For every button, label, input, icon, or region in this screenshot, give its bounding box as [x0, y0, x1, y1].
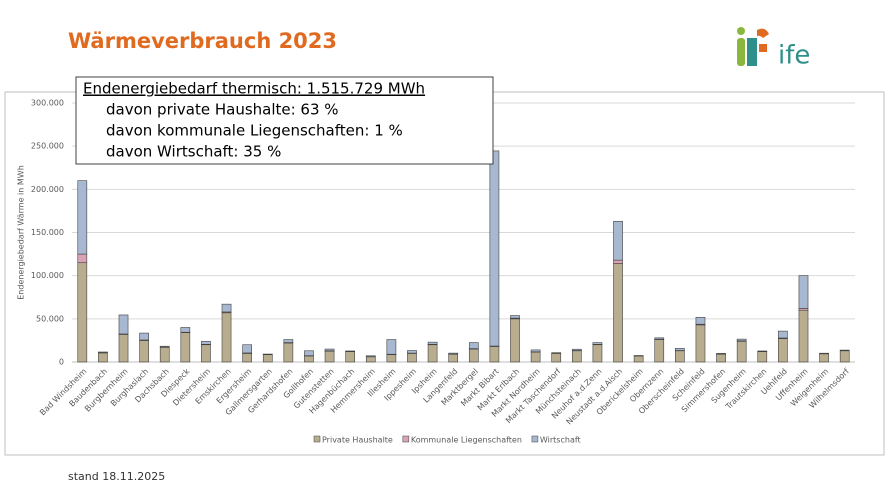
bar-segment — [221, 312, 232, 363]
legend-label: Kommunale Liegenschaften — [411, 436, 522, 445]
bar-segment — [365, 356, 376, 363]
slide-title: Wärmeverbrauch 2023 — [68, 29, 337, 53]
legend-label: Wirtschaft — [540, 436, 581, 445]
annotation: davon Wirtschaft: 35 % — [106, 143, 281, 161]
bar-segment — [798, 309, 809, 363]
bar-segment — [324, 350, 335, 363]
logo-text: ife — [778, 41, 810, 71]
bar-segment — [139, 332, 149, 341]
bar-segment — [77, 180, 88, 255]
bar-segment — [571, 350, 582, 363]
bar-segment — [180, 327, 191, 333]
legend-label: Private Haushalte — [322, 436, 393, 445]
bar-segment — [716, 353, 726, 363]
bar-segment — [304, 355, 314, 363]
bar-segment — [221, 303, 232, 313]
bar-segment — [613, 259, 623, 264]
annotation: davon kommunale Liegenschaften: 1 % — [106, 122, 403, 140]
bar-segment — [654, 337, 665, 340]
y-axis-title: Endenergiebedarf Wärme in MWh — [17, 165, 26, 300]
bar-segment — [77, 253, 88, 264]
bar-segment — [242, 344, 252, 354]
y-tick-label: 50.000 — [36, 314, 64, 323]
bar-segment — [468, 348, 479, 363]
bar-segment — [571, 348, 582, 351]
bar-segment — [489, 346, 500, 363]
bar-segment — [201, 340, 211, 345]
bar-segment — [716, 353, 726, 355]
bar-segment — [819, 353, 829, 363]
bar-segment — [675, 350, 685, 363]
bar-segment — [510, 315, 520, 319]
bar-segment — [798, 275, 809, 309]
bar-segment — [283, 342, 294, 363]
bar-segment — [159, 347, 170, 363]
y-tick-label: 250.000 — [31, 142, 64, 151]
bar-segment — [592, 342, 603, 345]
annotation: Endenergiebedarf thermisch: 1.515.729 MW… — [83, 80, 425, 98]
bar-segment — [180, 332, 191, 363]
bar-segment — [633, 355, 644, 363]
bar-segment — [695, 316, 706, 325]
y-tick-label: 0 — [59, 358, 64, 367]
bar-segment — [448, 353, 459, 363]
bar-segment — [654, 339, 665, 363]
bar-segment — [407, 353, 417, 363]
bar-segment — [77, 262, 88, 363]
bar-segment — [304, 350, 314, 356]
bar-segment — [695, 324, 706, 363]
legend-swatch — [313, 435, 321, 443]
bar-segment — [324, 348, 335, 352]
bar-segment — [448, 352, 459, 355]
annotation: davon private Haushalte: 63 % — [106, 101, 339, 119]
legend-swatch — [531, 435, 539, 443]
bar-segment — [592, 344, 603, 363]
bar-segment — [98, 352, 108, 363]
bar-segment — [345, 351, 356, 363]
bar-segment — [736, 340, 747, 363]
bar-segment — [201, 344, 211, 363]
bar-segment — [386, 339, 397, 355]
logo-mark — [737, 27, 769, 66]
bar-segment — [489, 150, 500, 347]
y-tick-label: 300.000 — [31, 99, 64, 108]
bar-segment — [510, 318, 520, 363]
bar-segment — [242, 353, 252, 363]
bar-segment — [159, 345, 170, 348]
bar-segment — [262, 354, 273, 363]
info-box — [75, 76, 494, 165]
bar-segment — [613, 263, 623, 363]
y-tick-label: 100.000 — [31, 271, 64, 280]
bar-segment — [98, 351, 108, 353]
bar-segment — [757, 351, 768, 363]
bar-segment — [427, 344, 438, 363]
bar-segment — [118, 334, 129, 363]
bar-segment — [407, 350, 417, 354]
bar-segment — [468, 342, 479, 349]
bar-segment — [613, 220, 623, 261]
bar-segment — [839, 350, 850, 363]
y-tick-label: 200.000 — [31, 185, 64, 194]
bar-segment — [283, 339, 294, 343]
bar-segment — [736, 338, 747, 342]
bar-segment — [530, 349, 541, 353]
bar-segment — [778, 330, 788, 339]
footer: stand 18.11.2025 — [68, 470, 165, 483]
bar-segment — [386, 354, 397, 363]
legend-swatch — [402, 435, 410, 443]
bar-segment — [139, 340, 149, 363]
bar-segment — [427, 341, 438, 345]
bar-segment — [551, 353, 562, 363]
bar-segment — [530, 351, 541, 363]
y-tick-label: 150.000 — [31, 228, 64, 237]
bar-segment — [675, 348, 685, 351]
bar-segment — [365, 355, 376, 357]
bar-segment — [118, 314, 129, 335]
bar-segment — [778, 338, 788, 363]
